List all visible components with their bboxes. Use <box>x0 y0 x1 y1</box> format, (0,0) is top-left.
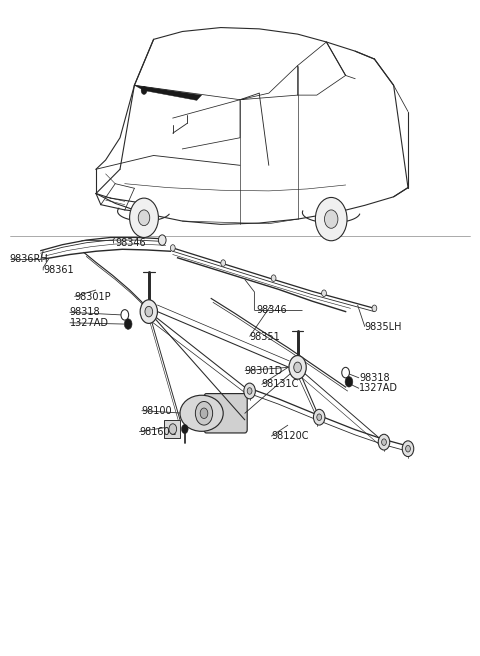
Circle shape <box>345 377 353 387</box>
Circle shape <box>378 434 390 450</box>
Circle shape <box>406 445 410 452</box>
Circle shape <box>140 300 157 323</box>
Circle shape <box>289 356 306 379</box>
Text: 98318: 98318 <box>70 307 100 318</box>
Circle shape <box>382 439 386 445</box>
Polygon shape <box>164 420 180 438</box>
Circle shape <box>402 441 414 457</box>
Text: 9835LH: 9835LH <box>365 321 402 332</box>
Text: 98318: 98318 <box>359 373 390 383</box>
Circle shape <box>221 260 226 266</box>
Polygon shape <box>134 85 202 100</box>
Circle shape <box>324 210 338 228</box>
Circle shape <box>313 409 325 425</box>
Text: 98351: 98351 <box>250 331 280 342</box>
Circle shape <box>322 290 326 297</box>
Text: 98100: 98100 <box>142 405 172 416</box>
Circle shape <box>342 367 349 378</box>
FancyBboxPatch shape <box>204 394 247 433</box>
Circle shape <box>271 275 276 281</box>
Circle shape <box>158 235 166 245</box>
Circle shape <box>244 383 255 399</box>
Circle shape <box>247 388 252 394</box>
Circle shape <box>372 305 377 312</box>
Circle shape <box>315 197 347 241</box>
Text: 1327AD: 1327AD <box>70 318 108 328</box>
Circle shape <box>195 401 213 425</box>
Circle shape <box>121 310 129 320</box>
Circle shape <box>145 306 153 317</box>
Circle shape <box>294 362 301 373</box>
Circle shape <box>317 414 322 420</box>
Text: 1327AD: 1327AD <box>359 383 398 394</box>
Text: 98346: 98346 <box>115 237 146 248</box>
Circle shape <box>141 87 147 94</box>
Circle shape <box>170 245 175 251</box>
Text: 98120C: 98120C <box>271 431 309 441</box>
Ellipse shape <box>180 395 223 432</box>
Text: 98346: 98346 <box>257 305 288 316</box>
Circle shape <box>138 210 150 226</box>
Text: 9836RH: 9836RH <box>10 254 48 264</box>
Circle shape <box>181 424 188 434</box>
Text: 98301D: 98301D <box>245 365 283 376</box>
Circle shape <box>124 319 132 329</box>
Text: 98361: 98361 <box>43 265 74 276</box>
Text: 98160C: 98160C <box>139 426 177 437</box>
Circle shape <box>169 424 177 434</box>
Text: 98131C: 98131C <box>262 379 299 390</box>
Circle shape <box>130 198 158 237</box>
Text: 98301P: 98301P <box>74 291 111 302</box>
Circle shape <box>200 408 208 419</box>
